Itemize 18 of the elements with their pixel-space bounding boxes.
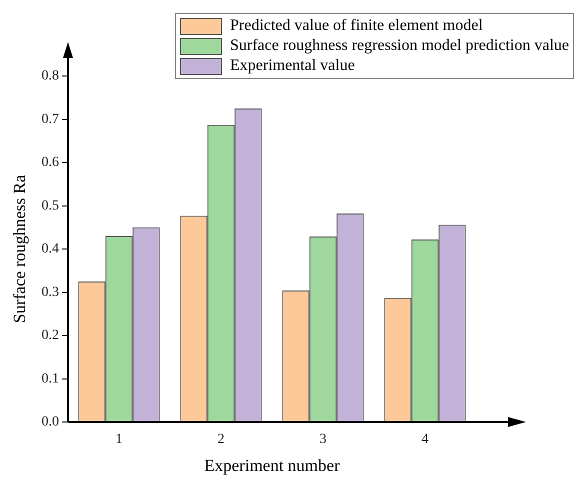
y-tick-label: 0.1 [42,371,59,386]
y-tick-label: 0.0 [42,414,59,430]
x-tick-label: 3 [320,432,326,448]
y-axis-title: Surface roughness Ra [10,174,30,324]
x-tick-label: 2 [218,432,224,448]
y-tick-label: 0.3 [42,284,59,300]
y-tick-label: 0.8 [42,68,59,84]
x-tick-label: 4 [422,432,428,448]
legend-label: Experimental value [230,56,355,76]
y-tick-label: 0.2 [42,328,59,344]
y-tick-label: 0.5 [42,198,59,214]
x-axis-title: Experiment number [204,456,340,476]
x-tick-label: 1 [116,432,122,448]
y-tick-label: 0.4 [42,242,59,257]
y-tick-label: 0.7 [42,112,59,127]
legend-label: Predicted value of finite element model [230,16,483,36]
y-tick-label: 0.6 [42,155,59,170]
legend-label: Surface roughness regression model prediction value [230,36,569,56]
